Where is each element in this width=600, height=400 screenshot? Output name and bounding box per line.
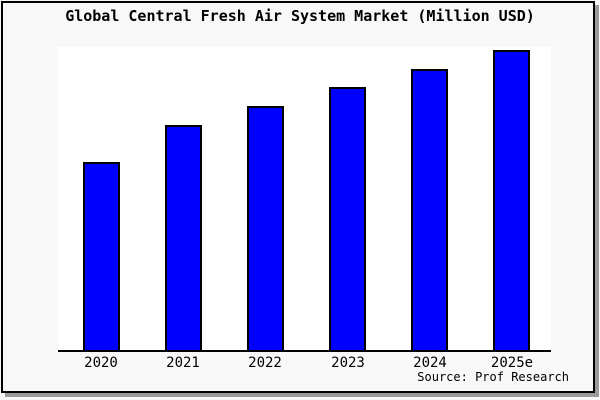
bar-2021 [165,125,202,350]
chart-title: Global Central Fresh Air System Market (… [65,7,535,25]
x-tick-label-2022: 2022 [248,355,282,371]
bar-2025e [493,50,530,350]
bar-2023 [329,87,366,350]
x-tick-label-2023: 2023 [331,355,365,371]
bar-2020 [83,162,120,350]
x-tick-label-2020: 2020 [84,355,118,371]
x-axis-line [58,350,551,352]
x-tick-label-2025e: 2025e [490,355,534,371]
plot-area [58,47,551,350]
x-tick-label-2024: 2024 [413,355,447,371]
x-tick-label-2021: 2021 [166,355,200,371]
bar-2022 [247,106,284,350]
source-credit: Source: Prof Research [417,370,569,384]
bar-2024 [411,69,448,350]
